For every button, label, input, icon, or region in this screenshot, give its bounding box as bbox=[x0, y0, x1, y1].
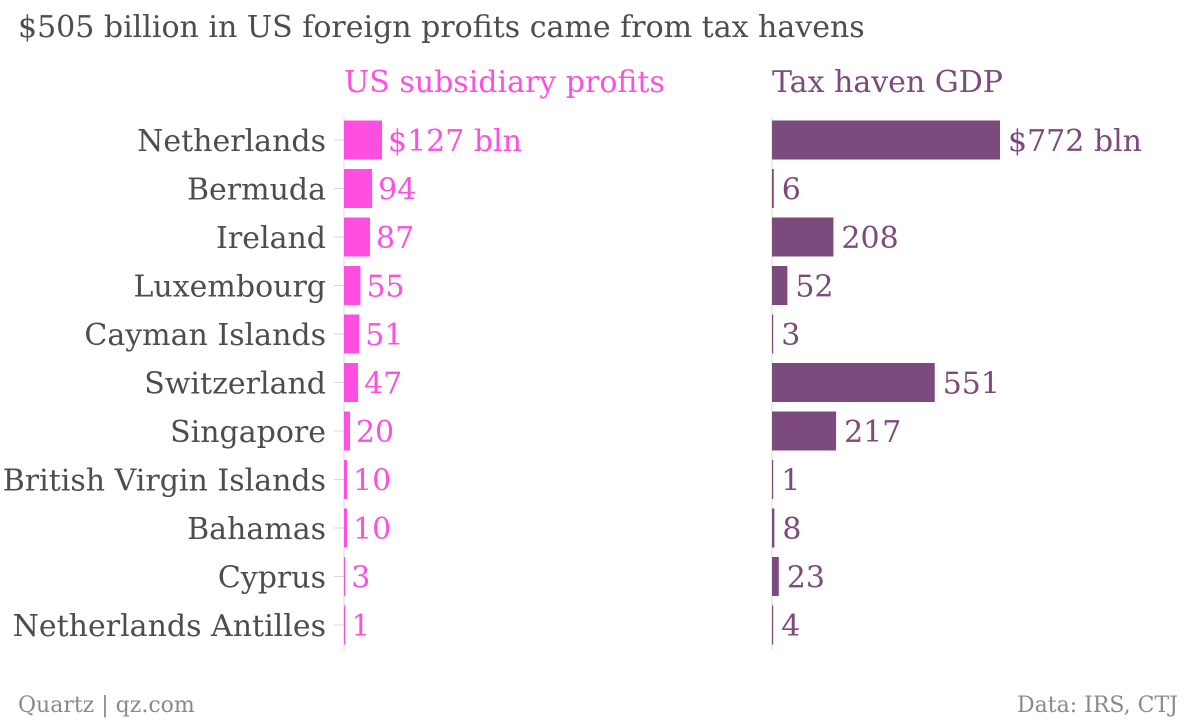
footer-source-left: Quartz | qz.com bbox=[18, 693, 195, 718]
value-label-us-subsidiary-profits-bahamas: 10 bbox=[353, 512, 391, 547]
value-label-tax-haven-gdp-british-virgin-islands: 1 bbox=[781, 464, 800, 499]
bar-us-subsidiary-profits-netherlands-antilles bbox=[344, 605, 346, 645]
bar-tax-haven-gdp-switzerland bbox=[772, 363, 935, 402]
left-bars bbox=[344, 120, 382, 645]
bar-us-subsidiary-profits-netherlands bbox=[344, 120, 382, 160]
category-labels: Netherlands Bermuda Ireland Luxembourg Cayma… bbox=[3, 124, 326, 644]
value-label-tax-haven-gdp-luxembourg: 52 bbox=[795, 270, 833, 305]
bar-us-subsidiary-profits-ireland bbox=[344, 217, 371, 257]
bar-us-subsidiary-profits-cyprus bbox=[344, 557, 346, 596]
value-label-us-subsidiary-profits-switzerland: 47 bbox=[364, 367, 402, 402]
value-label-us-subsidiary-profits-british-virgin-islands: 10 bbox=[353, 464, 391, 499]
left-value-labels: $127 bln 94 87 55 51 47 20 10 10 3 1 bbox=[351, 124, 522, 644]
value-label-us-subsidiary-profits-netherlands: $127 bln bbox=[388, 124, 522, 159]
category-label-british-virgin-islands: British Virgin Islands bbox=[3, 464, 326, 499]
bar-tax-haven-gdp-netherlands-antilles bbox=[772, 605, 774, 645]
bar-tax-haven-gdp-singapore bbox=[772, 411, 837, 451]
bar-tax-haven-gdp-luxembourg bbox=[772, 266, 788, 305]
series-header-us-subsidiary-profits: US subsidiary profits bbox=[344, 65, 665, 100]
category-label-bermuda: Bermuda bbox=[187, 173, 326, 208]
series-header-tax-haven-gdp: Tax haven GDP bbox=[772, 65, 1003, 100]
value-label-tax-haven-gdp-cyprus: 23 bbox=[787, 561, 825, 596]
bar-us-subsidiary-profits-british-virgin-islands bbox=[344, 460, 347, 499]
bar-tax-haven-gdp-bermuda bbox=[772, 169, 774, 208]
category-label-cayman-islands: Cayman Islands bbox=[84, 318, 326, 353]
bar-us-subsidiary-profits-cayman-islands bbox=[344, 314, 360, 354]
value-label-us-subsidiary-profits-luxembourg: 55 bbox=[366, 270, 404, 305]
bar-tax-haven-gdp-netherlands bbox=[772, 120, 1000, 160]
value-label-tax-haven-gdp-singapore: 217 bbox=[844, 415, 901, 450]
value-label-tax-haven-gdp-netherlands-antilles: 4 bbox=[781, 609, 800, 644]
value-label-us-subsidiary-profits-singapore: 20 bbox=[356, 415, 394, 450]
value-label-us-subsidiary-profits-cayman-islands: 51 bbox=[365, 318, 403, 353]
value-label-tax-haven-gdp-netherlands: $772 bln bbox=[1008, 124, 1142, 159]
bar-tax-haven-gdp-bahamas bbox=[772, 508, 775, 548]
category-label-netherlands-antilles: Netherlands Antilles bbox=[13, 609, 326, 644]
category-label-bahamas: Bahamas bbox=[187, 512, 326, 547]
bar-us-subsidiary-profits-luxembourg bbox=[344, 266, 361, 305]
value-label-us-subsidiary-profits-ireland: 87 bbox=[376, 221, 414, 256]
category-label-luxembourg: Luxembourg bbox=[134, 270, 327, 305]
value-label-us-subsidiary-profits-bermuda: 94 bbox=[378, 173, 416, 208]
chart-title: $505 billion in US foreign profits came … bbox=[18, 10, 865, 45]
value-label-tax-haven-gdp-cayman-islands: 3 bbox=[781, 318, 800, 353]
bar-us-subsidiary-profits-bermuda bbox=[344, 169, 373, 208]
bar-tax-haven-gdp-ireland bbox=[772, 217, 834, 257]
category-label-switzerland: Switzerland bbox=[144, 367, 326, 402]
value-label-us-subsidiary-profits-cyprus: 3 bbox=[351, 561, 370, 596]
right-bars bbox=[772, 120, 1000, 645]
bar-us-subsidiary-profits-singapore bbox=[344, 411, 350, 451]
bar-us-subsidiary-profits-bahamas bbox=[344, 508, 347, 548]
bar-us-subsidiary-profits-switzerland bbox=[344, 363, 359, 402]
bar-tax-haven-gdp-british-virgin-islands bbox=[772, 460, 774, 499]
value-label-tax-haven-gdp-switzerland: 551 bbox=[943, 367, 1000, 402]
category-label-cyprus: Cyprus bbox=[218, 561, 326, 596]
series-headers: US subsidiary profits Tax haven GDP bbox=[344, 65, 1003, 100]
bar-tax-haven-gdp-cayman-islands bbox=[772, 314, 774, 354]
value-label-tax-haven-gdp-ireland: 208 bbox=[841, 221, 898, 256]
value-label-tax-haven-gdp-bermuda: 6 bbox=[782, 173, 801, 208]
footer-source-right: Data: IRS, CTJ bbox=[1017, 693, 1178, 718]
value-label-us-subsidiary-profits-netherlands-antilles: 1 bbox=[351, 609, 370, 644]
category-label-netherlands: Netherlands bbox=[137, 124, 326, 159]
bar-tax-haven-gdp-cyprus bbox=[772, 557, 779, 596]
value-label-tax-haven-gdp-bahamas: 8 bbox=[782, 512, 801, 547]
category-label-singapore: Singapore bbox=[170, 415, 326, 450]
left-axis bbox=[334, 116, 345, 651]
category-label-ireland: Ireland bbox=[216, 221, 326, 256]
